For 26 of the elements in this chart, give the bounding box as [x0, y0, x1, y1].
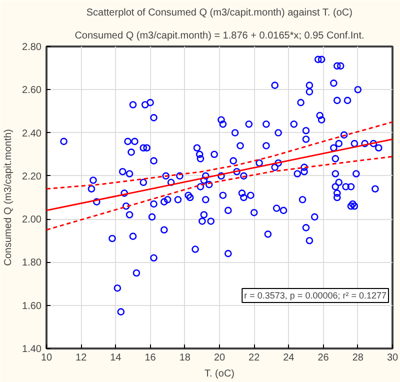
annotation: r = 0.3573, p = 0.00006; r² = 0.1277	[244, 290, 387, 300]
x-tick-label: 12	[76, 352, 88, 364]
line-series	[46, 156, 392, 231]
x-tick-label: 20	[214, 352, 226, 364]
y-tick-label: 1.80	[22, 258, 42, 269]
x-tick-label: 14	[110, 352, 122, 364]
x-tick-label: 16	[144, 352, 156, 364]
y-tick-label: 2.20	[22, 171, 42, 182]
y-tick-label: 2.80	[22, 42, 42, 53]
y-tick-label: 1.60	[22, 300, 42, 312]
x-tick-label: 30	[386, 352, 398, 364]
y-tick-label: 2.40	[22, 128, 42, 140]
y-tick-label: 2.00	[22, 214, 42, 226]
x-tick-label: 18	[179, 352, 191, 364]
x-tick-label: 28	[352, 352, 364, 364]
y-tick-label: 2.60	[22, 85, 42, 96]
x-tick-label: 24	[283, 352, 295, 364]
y-tick-label: 1.40	[22, 344, 42, 355]
x-tick-label: 22	[248, 352, 260, 364]
x-axis-title: T. (oC)	[204, 368, 234, 380]
chart-subtitle: Consumed Q (m3/capit.month) = 1.876 + 0.0165*x; 0.95 Conf.Int.	[74, 30, 364, 42]
line-series	[46, 121, 392, 190]
x-tick-label: 26	[318, 352, 330, 364]
chart-title: Scatterplot of Consumed Q (m3/capit.month) against T. (oC)	[86, 8, 352, 18]
y-axis-title: Consumed Q (m3/capit.month)	[3, 129, 14, 266]
x-tick-label: 10	[40, 352, 52, 364]
